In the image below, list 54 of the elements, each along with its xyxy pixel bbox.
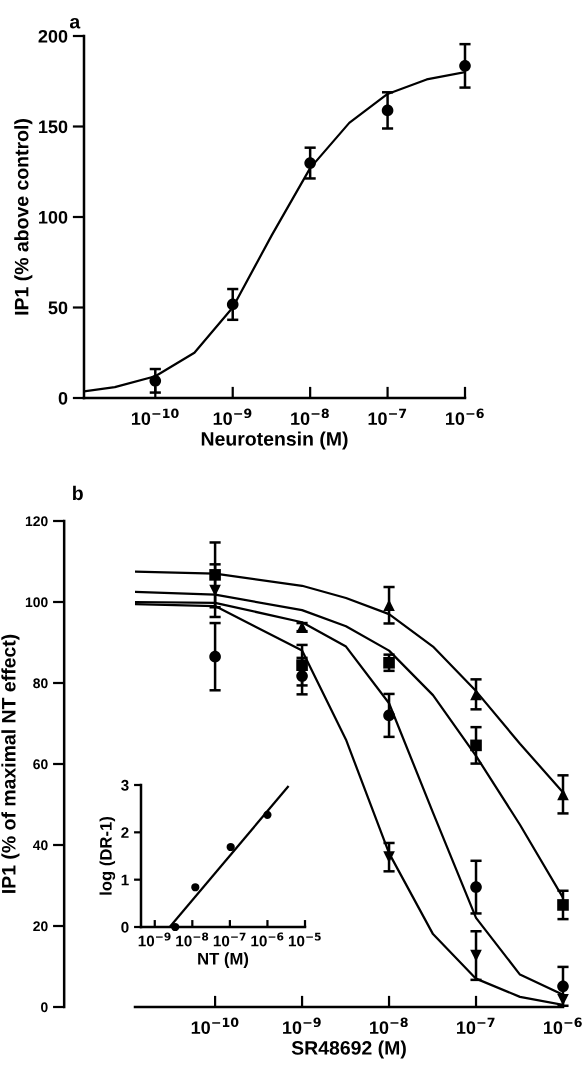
x-axis-title: SR48692 (M)	[291, 1040, 406, 1059]
x-axis-title: NT (M)	[198, 952, 249, 968]
x-tick-label: 10$^{−6}$	[544, 1017, 582, 1034]
y-tick-label: 100	[25, 597, 48, 608]
x-tick-label: 10$^{−7}$	[457, 1017, 495, 1035]
point	[226, 298, 239, 311]
y-tick-label: 100	[39, 210, 68, 224]
point	[149, 375, 162, 387]
x-tick-label: 10$^{−9}$	[138, 932, 171, 947]
y-tick-label: 20	[33, 921, 48, 932]
y-axis-title: IP1 (% of maximal NT effect)	[1, 634, 20, 893]
y-tick-label: 150	[39, 120, 68, 134]
point	[470, 881, 482, 893]
x-tick-label: 10$^{−6}$	[251, 932, 284, 947]
y-tick-label: 0	[41, 1002, 48, 1013]
point	[381, 104, 394, 117]
point	[557, 980, 569, 993]
y-tick-label: 120	[25, 516, 48, 527]
x-tick-label: 10$^{−10}$	[131, 408, 179, 426]
x-tick-label: 10$^{−5}$	[288, 932, 321, 947]
point	[209, 650, 221, 663]
y-axis-title: log (DR-1)	[99, 817, 116, 895]
point	[470, 739, 482, 752]
x-tick-label: 10$^{−9}$	[283, 1017, 321, 1034]
y-axis-title: IP1 (% above control)	[14, 119, 33, 315]
x-axis-title: Neurotensin (M)	[201, 431, 348, 450]
point	[459, 60, 471, 72]
x-tick-label: 10$^{−10}$	[191, 1017, 239, 1035]
point	[209, 569, 221, 581]
x-tick-label: 10$^{−6}$	[446, 408, 484, 425]
x-tick-label: 10$^{−8}$	[370, 1017, 408, 1035]
y-tick-label: 3	[121, 779, 129, 791]
point	[557, 899, 569, 911]
y-tick-label: 2	[121, 827, 129, 838]
y-tick-label: 50	[48, 301, 68, 315]
point	[296, 670, 308, 682]
x-tick-label: 10$^{−8}$	[176, 932, 209, 947]
y-tick-label: 0	[121, 921, 129, 933]
y-tick-label: 1	[121, 874, 129, 886]
chart-title: a	[69, 17, 81, 29]
point	[383, 656, 395, 669]
point	[304, 157, 316, 169]
x-tick-label: 10$^{−7}$	[368, 408, 407, 426]
chart-title: b	[73, 485, 83, 501]
y-tick-label: 80	[33, 678, 48, 689]
point	[296, 659, 308, 671]
y-tick-label: 0	[58, 391, 68, 405]
point	[383, 709, 395, 722]
y-tick-label: 40	[32, 840, 48, 851]
y-tick-label: 200	[38, 29, 68, 43]
x-tick-label: 10$^{−9}$	[213, 408, 252, 425]
x-tick-label: 10$^{−8}$	[291, 408, 329, 426]
y-tick-label: 60	[33, 759, 48, 770]
x-tick-label: 10$^{−7}$	[213, 932, 246, 947]
